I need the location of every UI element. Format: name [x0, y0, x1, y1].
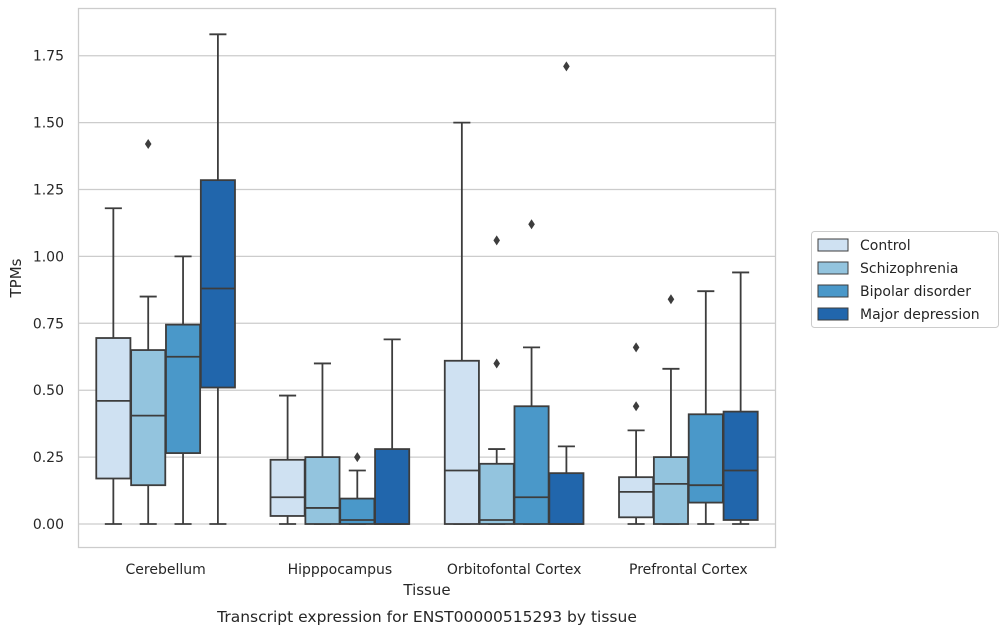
legend-swatch — [817, 284, 849, 298]
iqr-box — [374, 448, 411, 525]
box-bipolar-disorder — [339, 452, 376, 525]
box-schizophrenia — [478, 235, 515, 525]
y-tick-label: 1.00 — [33, 249, 64, 265]
outlier-point — [144, 139, 152, 150]
box-bipolar-disorder — [687, 290, 724, 525]
iqr-box — [478, 462, 515, 525]
legend-label: Schizophrenia — [860, 261, 958, 277]
box-control — [618, 342, 655, 525]
iqr-box — [269, 458, 306, 517]
y-axis-title: TPMs — [7, 258, 25, 298]
y-tick-label: 0.50 — [33, 383, 64, 399]
iqr-box — [618, 476, 655, 519]
box-schizophrenia — [652, 294, 689, 525]
iqr-box — [95, 337, 132, 480]
box-control — [443, 121, 480, 525]
x-tick-label: Prefrontal Cortex — [629, 562, 748, 578]
legend: Control Schizophrenia Bipolar disorder Majo… — [811, 231, 999, 328]
iqr-box — [722, 410, 759, 521]
legend-item-major-depression: Major depression — [817, 307, 980, 323]
y-tick-label: 1.75 — [33, 49, 64, 65]
x-tick-label: Cerebellum — [126, 562, 206, 578]
box-major-depression — [199, 33, 236, 525]
iqr-box — [548, 472, 585, 525]
plot-frame — [77, 7, 777, 549]
legend-swatch — [817, 238, 849, 252]
box-control — [269, 394, 306, 525]
box-major-depression — [548, 61, 585, 525]
legend-items: Control Schizophrenia Bipolar disorder Majo… — [817, 238, 980, 323]
legend-item-bipolar-disorder: Bipolar disorder — [817, 284, 971, 300]
legend-swatch — [817, 307, 849, 321]
y-axis-ticks: 0.00 0.25 0.50 0.75 1.00 1.25 1.50 1.75 — [33, 49, 64, 533]
x-axis-title: Tissue — [402, 581, 450, 599]
legend-label: Major depression — [860, 307, 980, 323]
x-tick-label: Orbitofontal Cortex — [447, 562, 582, 578]
outlier-point — [528, 219, 535, 230]
outlier-point — [667, 294, 675, 305]
outlier-point — [493, 235, 500, 246]
y-tick-label: 1.50 — [33, 116, 64, 132]
box-bipolar-disorder — [165, 255, 202, 525]
y-tick-label: 0.00 — [33, 517, 64, 533]
iqr-box — [165, 323, 202, 454]
iqr-box — [513, 405, 550, 525]
legend-item-control: Control — [817, 238, 911, 254]
outlier-point — [632, 342, 640, 353]
y-tick-label: 0.25 — [33, 450, 64, 466]
x-tick-label: Hipppocampus — [288, 562, 393, 578]
outlier-point — [563, 61, 570, 72]
iqr-box — [443, 359, 480, 525]
outlier-point — [493, 358, 500, 369]
outlier-point — [632, 401, 640, 412]
legend-frame — [811, 231, 999, 328]
y-tick-label: 0.75 — [33, 316, 64, 332]
iqr-box — [130, 349, 167, 487]
box-major-depression — [722, 271, 759, 525]
legend-swatch — [817, 261, 849, 275]
box-major-depression — [374, 338, 411, 525]
box-plot-series — [95, 33, 759, 525]
outlier-point — [354, 452, 361, 463]
x-axis-ticks: Cerebellum Hipppocampus Orbitofontal Corte… — [126, 562, 748, 578]
box-bipolar-disorder — [513, 219, 550, 525]
box-schizophrenia — [304, 362, 341, 525]
box-schizophrenia — [130, 139, 167, 525]
legend-label: Control — [860, 238, 911, 254]
chart-caption: Transcript expression for ENST0000051529… — [216, 608, 637, 626]
legend-label: Bipolar disorder — [860, 284, 971, 300]
iqr-box — [652, 456, 689, 525]
box-control — [95, 207, 132, 525]
iqr-box — [199, 179, 236, 389]
iqr-box — [304, 456, 341, 525]
iqr-box — [687, 413, 724, 504]
legend-item-schizophrenia: Schizophrenia — [817, 261, 958, 277]
y-tick-label: 1.25 — [33, 183, 64, 199]
